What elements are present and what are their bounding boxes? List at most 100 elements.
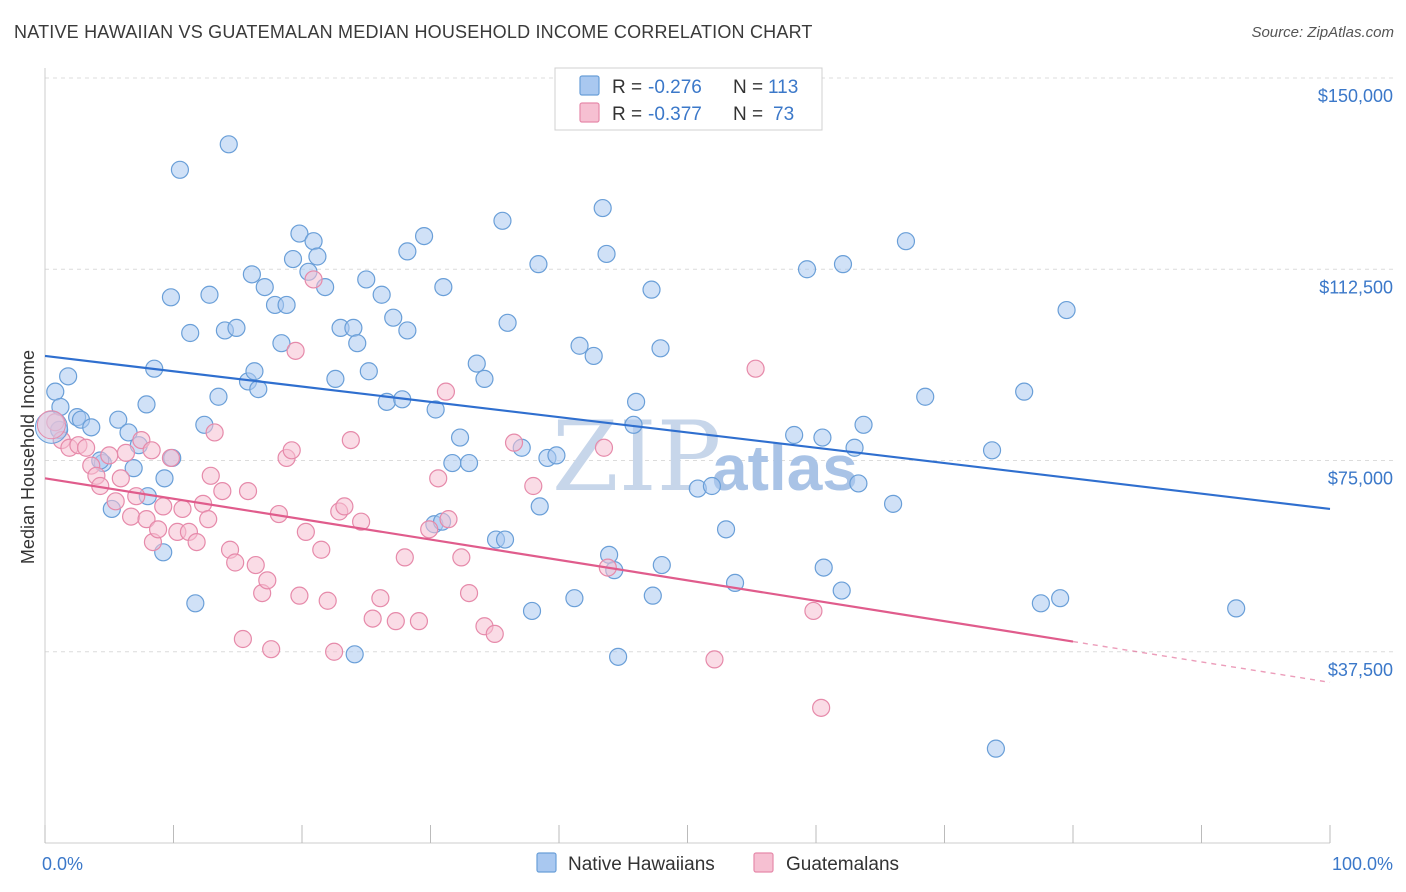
series-guatemalan	[46, 270, 831, 717]
x-tick-label-max: 100.0%	[1332, 854, 1393, 874]
native-hawaiian-point-8	[255, 278, 274, 297]
guatemalan-point-8	[100, 446, 119, 465]
native-hawaiian-point-0	[170, 160, 190, 179]
bottom-legend: Native Hawaiians Guatemalans	[536, 852, 899, 875]
native-hawaiian-point-95	[643, 586, 662, 605]
guatemalan-point-71	[142, 441, 161, 460]
native-hawaiian-point-48	[109, 410, 128, 429]
guatemalan-point-4	[77, 438, 96, 457]
guatemalan-point-13	[127, 487, 146, 506]
native-hawaiian-point-19	[344, 318, 363, 337]
guatemalan-point-35	[262, 640, 281, 659]
native-hawaiian-point-39	[896, 232, 916, 251]
guatemalan-point-70	[436, 382, 456, 401]
native-hawaiian-point-84	[702, 476, 722, 496]
native-hawaiian-point-74	[547, 446, 566, 465]
native-hawaiian-point-69	[459, 453, 479, 473]
guatemalan-point-56	[429, 469, 448, 488]
native-hawaiian-point-29	[498, 313, 517, 332]
native-hawaiian-point-110	[986, 739, 1006, 758]
guatemalan-point-67	[746, 359, 765, 378]
native-hawaiian-point-43	[59, 367, 78, 386]
native-hawaiian-point-32	[584, 346, 603, 366]
native-hawaiian-point-53	[137, 395, 156, 414]
guatemalan-point-59	[459, 583, 479, 603]
guatemalan-point-42	[304, 270, 323, 289]
trend-line-guatemalans-extension	[1072, 640, 1331, 684]
native-hawaiian-point-58	[209, 387, 228, 406]
native-hawaiian-point-11	[272, 334, 291, 353]
native-hawaiian-point-33	[593, 198, 612, 218]
guatemalan-point-64	[594, 438, 614, 457]
native-hawaiian-point-104	[609, 647, 628, 666]
native-hawaiian-point-41	[46, 382, 65, 401]
guatemalan-point-15	[137, 510, 156, 529]
native-hawaiian-point-96	[652, 555, 671, 575]
native-hawaiian-point-101	[565, 589, 584, 608]
bottom-legend-swatch-guatemalans	[753, 852, 774, 873]
native-hawaiian-point-12	[283, 249, 303, 269]
guatemalan-point-23	[187, 532, 206, 552]
guatemalan-point-41	[296, 522, 315, 542]
native-hawaiian-point-16	[308, 247, 327, 266]
native-hawaiian-point-21	[357, 270, 376, 289]
guatemalan-point-21	[173, 499, 192, 519]
native-hawaiian-point-79	[495, 530, 515, 549]
native-hawaiian-point-67	[450, 428, 470, 447]
trend-lines	[44, 354, 1331, 684]
guatemalan-point-18	[154, 497, 173, 516]
native-hawaiian-point-70	[475, 369, 494, 388]
native-hawaiian-point-63	[359, 362, 378, 381]
native-hawaiian-point-7	[242, 265, 261, 284]
native-hawaiian-point-103	[345, 645, 364, 664]
chart-title: NATIVE HAWAIIAN VS GUATEMALAN MEDIAN HOU…	[14, 22, 813, 42]
native-hawaiian-point-92	[916, 387, 935, 406]
native-hawaiian-point-55	[155, 469, 174, 488]
x-tick-label-min: 0.0%	[42, 854, 83, 874]
guatemalan-point-27	[213, 482, 232, 501]
bottom-legend-native-hawaiians: Native Hawaiians	[568, 854, 715, 875]
trend-line-native-hawaiians	[44, 354, 1331, 511]
guatemalan-point-54	[395, 548, 414, 567]
legend-n-label-1: N =	[733, 77, 763, 98]
native-hawaiian-point-37	[797, 260, 817, 279]
guatemalan-point-34	[258, 571, 277, 590]
native-hawaiian-point-1	[219, 135, 238, 154]
legend-n-value-2: 73	[773, 104, 794, 125]
legend-r-label-1: R =	[612, 77, 642, 98]
data-points	[34, 135, 1246, 758]
y-tick-label-1: $75,000	[1328, 469, 1393, 489]
guatemalan-point-57	[439, 510, 458, 529]
trend-line-guatemalans	[44, 477, 1074, 643]
guatemalan-point-40	[290, 586, 309, 605]
legend-swatch-guatemalans	[579, 102, 600, 123]
y-tick-label-2: $112,500	[1319, 277, 1393, 297]
source-credit: Source: ZipAtlas.com	[1251, 24, 1394, 41]
native-hawaiian-point-51	[124, 459, 143, 478]
guatemalan-point-55	[420, 520, 439, 539]
native-hawaiian-point-2	[161, 288, 181, 307]
guatemalan-point-38	[282, 441, 301, 460]
native-hawaiian-point-28	[493, 211, 512, 230]
legend-swatch-native-hawaiians	[579, 75, 600, 96]
native-hawaiian-point-13	[290, 224, 309, 243]
native-hawaiian-point-81	[626, 392, 646, 411]
guatemalan-point-29	[226, 553, 245, 572]
guatemalan-point-49	[352, 512, 371, 531]
guatemalan-point-44	[318, 591, 337, 610]
guatemalan-point-68	[804, 601, 823, 621]
native-hawaiian-point-24	[398, 321, 417, 340]
guatemalan-point-0	[46, 413, 65, 432]
y-tick-label-0: $37,500	[1328, 660, 1393, 680]
native-hawaiian-point-30	[529, 255, 548, 274]
native-hawaiian-cluster-point	[34, 410, 68, 444]
native-hawaiian-point-31	[570, 336, 589, 355]
guatemalan-point-25	[199, 510, 218, 529]
native-hawaiian-point-90	[854, 415, 873, 434]
native-hawaiian-point-6	[227, 318, 246, 337]
native-hawaiian-point-46	[82, 418, 101, 437]
y-tick-label-3: $150,000	[1318, 86, 1393, 106]
guatemalan-point-50	[363, 609, 382, 628]
native-hawaiian-point-75	[530, 497, 549, 516]
